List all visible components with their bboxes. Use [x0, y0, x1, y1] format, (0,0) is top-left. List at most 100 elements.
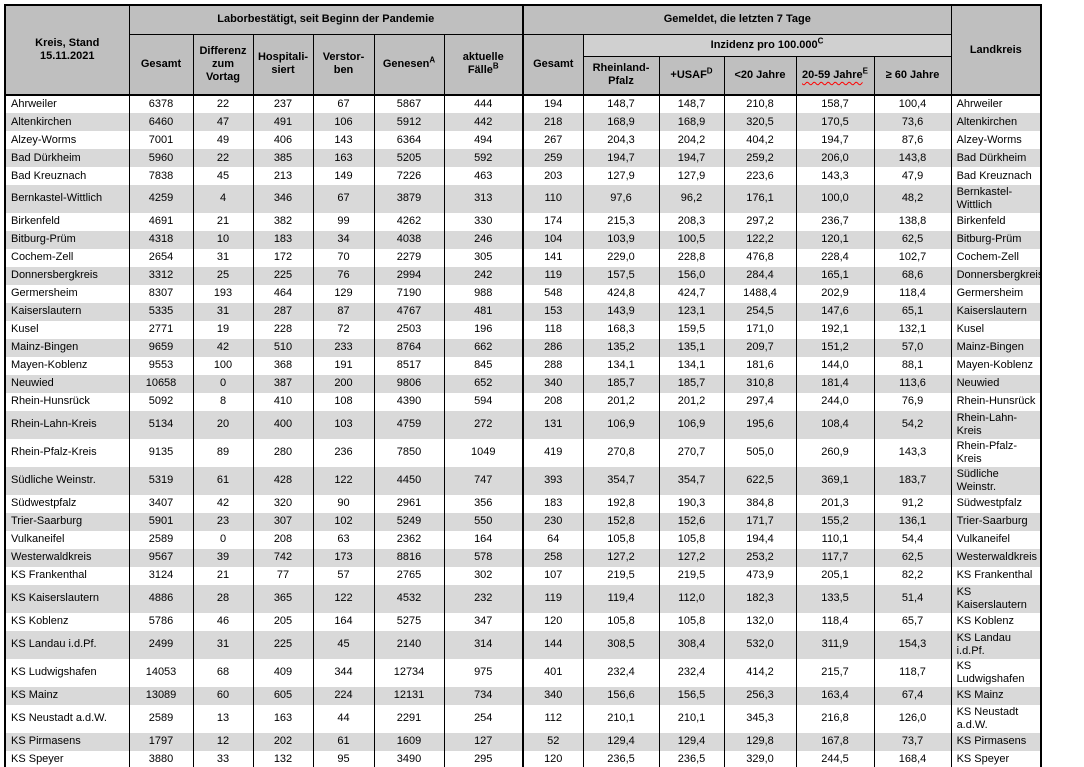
cell-value: 112,0	[658, 584, 725, 613]
cell-value: 117,7	[795, 548, 875, 567]
cell-value: 135,2	[582, 338, 660, 357]
cell-value: 127,9	[582, 167, 660, 185]
cell-value: 253,2	[723, 548, 797, 567]
cell-landkreis: Ahrweiler	[950, 95, 1042, 113]
cell-value: 340	[522, 686, 584, 705]
cell-value: 229,0	[582, 248, 660, 267]
cell-value: 5912	[373, 113, 445, 131]
cell-value: 123,1	[658, 302, 725, 321]
table-row: KS Neustadt a.d.W. 2589 13 163 44 2291 254 112 2…	[4, 704, 1042, 733]
cell-value: 213	[252, 167, 314, 185]
table-row: Westerwaldkreis 9567 39 742 173 8816 578 258 127…	[4, 548, 1042, 567]
table-row: Altenkirchen 6460 47 491 106 5912 442 218 168,9 1…	[4, 113, 1042, 131]
cell-value: 652	[443, 374, 524, 393]
cell-value: 132	[252, 750, 314, 767]
cell-value: 215,7	[795, 658, 875, 687]
cell-value: 6460	[128, 113, 194, 131]
table-row: Cochem-Zell 2654 31 172 70 2279 305 141 229,0 228…	[4, 248, 1042, 267]
cell-value: 592	[443, 149, 524, 167]
cell-value: 155,2	[795, 512, 875, 531]
cell-value: 120,1	[795, 230, 875, 249]
cell-landkreis: KS Frankenthal	[950, 566, 1042, 585]
cell-value: 134,1	[582, 356, 660, 375]
cell-kreis: Vulkaneifel	[4, 530, 130, 549]
cell-value: 4759	[373, 410, 445, 439]
cell-value: 8764	[373, 338, 445, 357]
cell-landkreis: Mayen-Koblenz	[950, 356, 1042, 375]
cell-kreis: Kaiserslautern	[4, 302, 130, 321]
cell-value: 157,5	[582, 266, 660, 285]
table-row: Mainz-Bingen 9659 42 510 233 8764 662 286 135,2 1…	[4, 338, 1042, 357]
cell-kreis: KS Koblenz	[4, 612, 130, 631]
cell-value: 7226	[373, 167, 445, 185]
cell-value: 68,6	[873, 266, 952, 285]
cell-value: 2140	[373, 630, 445, 659]
cell-value: 4691	[128, 212, 194, 231]
col-header-20-59-jahre: 20-59 JahreE	[795, 55, 875, 96]
cell-value: 494	[443, 131, 524, 149]
table-row: KS Koblenz 5786 46 205 164 5275 347 120 105,8 105…	[4, 612, 1042, 631]
cell-value: 28	[192, 584, 254, 613]
cell-value: 91,2	[873, 494, 952, 513]
cell-value: 3490	[373, 750, 445, 767]
cell-value: 87,6	[873, 131, 952, 149]
cell-kreis: Alzey-Worms	[4, 131, 130, 149]
cell-value: 9806	[373, 374, 445, 393]
cell-value: 163	[312, 149, 375, 167]
cell-value: 346	[252, 185, 314, 213]
cell-value: 210,1	[582, 704, 660, 733]
cell-landkreis: KS Landau i.d.Pf.	[950, 630, 1042, 659]
cell-kreis: Westerwaldkreis	[4, 548, 130, 567]
cell-value: 230	[522, 512, 584, 531]
cell-value: 3880	[128, 750, 194, 767]
cell-value: 136,1	[873, 512, 952, 531]
cell-value: 4	[192, 185, 254, 213]
cell-value: 202,9	[795, 284, 875, 303]
col-header-hospitalisiert: Hospitali- siert	[252, 33, 314, 96]
cell-value: 120	[522, 750, 584, 767]
cell-value: 95	[312, 750, 375, 767]
cell-value: 57	[312, 566, 375, 585]
cell-value: 988	[443, 284, 524, 303]
cell-value: 127,2	[582, 548, 660, 567]
cell-value: 122	[312, 466, 375, 495]
cell-kreis: KS Pirmasens	[4, 732, 130, 751]
cell-value: 208,3	[658, 212, 725, 231]
cell-value: 369,1	[795, 466, 875, 495]
cell-value: 103,9	[582, 230, 660, 249]
cell-value: 223,6	[723, 167, 797, 185]
cell-value: 236,5	[582, 750, 660, 767]
cell-value: 4886	[128, 584, 194, 613]
cell-value: 132,0	[723, 612, 797, 631]
cell-value: 242	[443, 266, 524, 285]
cell-value: 210,8	[723, 95, 797, 113]
cell-value: 100,0	[795, 185, 875, 213]
cell-landkreis: Südliche Weinstr.	[950, 466, 1042, 495]
cell-value: 127	[443, 732, 524, 751]
cell-value: 288	[522, 356, 584, 375]
cell-value: 46	[192, 612, 254, 631]
cell-kreis: KS Landau i.d.Pf.	[4, 630, 130, 659]
cell-value: 42	[192, 338, 254, 357]
cell-value: 246	[443, 230, 524, 249]
col-header-ab-60-jahre: ≥ 60 Jahre	[873, 55, 952, 96]
cell-value: 550	[443, 512, 524, 531]
table-row: KS Frankenthal 3124 21 77 57 2765 302 107 219,5 2…	[4, 566, 1042, 585]
cell-value: 168,3	[582, 320, 660, 339]
cell-value: 105,8	[582, 612, 660, 631]
cell-value: 194,7	[582, 149, 660, 167]
cell-value: 308,5	[582, 630, 660, 659]
cell-value: 2499	[128, 630, 194, 659]
cell-value: 190,3	[658, 494, 725, 513]
cell-value: 4532	[373, 584, 445, 613]
cell-value: 135,1	[658, 338, 725, 357]
cell-value: 67,4	[873, 686, 952, 705]
cell-value: 424,7	[658, 284, 725, 303]
cell-value: 5319	[128, 466, 194, 495]
cell-value: 201,2	[658, 392, 725, 411]
table-row: Rhein-Hunsrück 5092 8 410 108 4390 594 208 201,2…	[4, 392, 1042, 411]
group-header-inzidenz: Inzidenz pro 100.000C	[582, 33, 952, 57]
cell-value: 258	[522, 548, 584, 567]
cell-value: 481	[443, 302, 524, 321]
cell-value: 232,4	[658, 658, 725, 687]
